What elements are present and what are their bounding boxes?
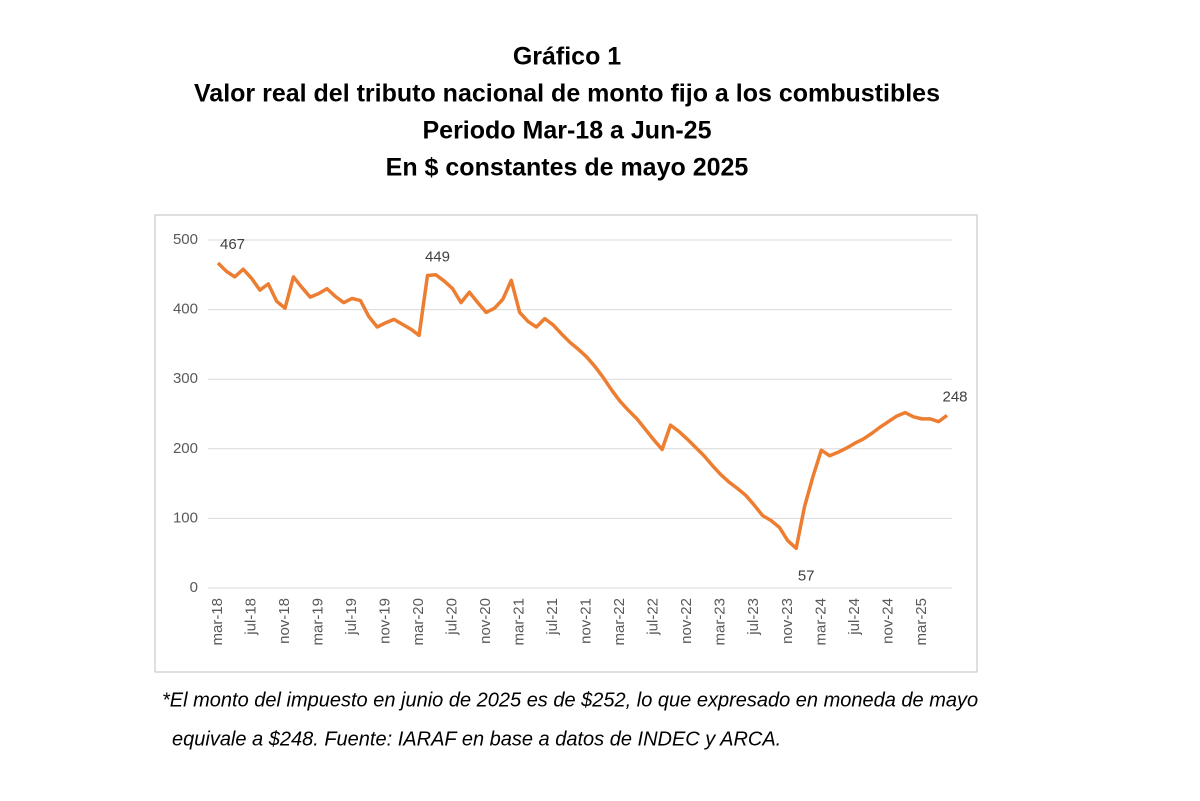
x-tick-label: jul-22: [645, 598, 662, 636]
x-tick-label: nov-18: [276, 598, 293, 644]
data-line: [216, 261, 949, 551]
data-label: 248: [942, 388, 967, 405]
x-tick-label: mar-23: [712, 598, 729, 646]
x-tick-label: jul-19: [343, 598, 360, 636]
y-tick-label: 300: [173, 370, 198, 387]
x-tick-label: mar-21: [511, 598, 528, 646]
data-label: 449: [425, 248, 450, 265]
chart-title: Periodo Mar-18 a Jun-25: [423, 117, 712, 145]
x-tick-label: nov-23: [779, 598, 796, 644]
data-label: 57: [798, 567, 815, 584]
chart-title: Valor real del tributo nacional de monto…: [194, 80, 940, 108]
y-tick-label: 0: [190, 579, 198, 596]
x-tick-label: nov-21: [578, 598, 595, 644]
footnote: *El monto del impuesto en junio de 2025 …: [162, 689, 978, 711]
y-tick-label: 400: [173, 301, 198, 318]
x-tick-label: nov-20: [477, 598, 494, 644]
chart-title: En $ constantes de mayo 2025: [386, 154, 749, 182]
y-tick-label: 500: [173, 231, 198, 248]
x-tick-label: mar-22: [611, 598, 628, 646]
x-tick-label: jul-23: [745, 598, 762, 636]
x-tick-label: nov-19: [377, 598, 394, 644]
chart-title: Gráfico 1: [513, 43, 621, 71]
x-tick-label: mar-18: [209, 598, 226, 646]
x-tick-label: mar-24: [812, 598, 829, 646]
x-tick-label: mar-20: [410, 598, 427, 646]
x-tick-label: mar-19: [310, 598, 327, 646]
x-tick-label: mar-25: [913, 598, 930, 646]
x-tick-label: jul-21: [544, 598, 561, 636]
x-tick-label: nov-22: [678, 598, 695, 644]
x-tick-label: jul-20: [444, 598, 461, 636]
y-tick-label: 200: [173, 440, 198, 457]
data-label: 467: [220, 236, 245, 253]
x-tick-label: nov-24: [879, 598, 896, 644]
x-tick-label: jul-18: [242, 598, 259, 636]
x-tick-label: jul-24: [846, 598, 863, 636]
y-tick-label: 100: [173, 509, 198, 526]
plot-frame: [154, 214, 978, 673]
footnote: equivale a $248. Fuente: IARAF en base a…: [172, 728, 781, 750]
